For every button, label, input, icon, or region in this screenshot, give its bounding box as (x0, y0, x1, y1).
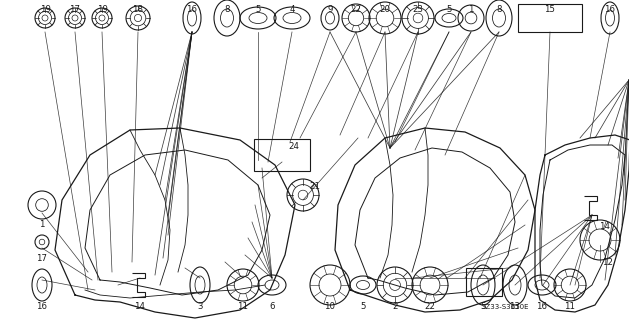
Text: 16: 16 (187, 5, 198, 14)
Text: 5: 5 (360, 302, 365, 311)
Text: 17: 17 (36, 254, 48, 263)
Text: 8: 8 (496, 5, 502, 14)
Text: 5: 5 (481, 302, 486, 311)
Text: 13: 13 (509, 302, 521, 311)
Text: 5: 5 (446, 5, 452, 14)
Bar (518, 4, 582, 32)
Text: 22: 22 (425, 302, 435, 311)
Text: SZ33-S3610E: SZ33-S3610E (482, 304, 530, 310)
Text: 8: 8 (225, 5, 230, 14)
Text: 6: 6 (269, 302, 275, 311)
Text: 24: 24 (289, 142, 299, 151)
Text: 14: 14 (135, 302, 145, 311)
Bar (254, 139, 310, 171)
Text: 17: 17 (69, 5, 81, 14)
Text: 14: 14 (599, 222, 611, 231)
Text: 1: 1 (39, 220, 45, 229)
Text: 3: 3 (198, 302, 203, 311)
Text: 23: 23 (413, 5, 423, 14)
Text: 19: 19 (40, 5, 50, 14)
Text: 20: 20 (379, 5, 391, 14)
Text: 16: 16 (537, 302, 547, 311)
Text: 2: 2 (392, 302, 398, 311)
Bar (466, 268, 502, 296)
Text: 11: 11 (564, 302, 576, 311)
Text: 4: 4 (289, 5, 295, 14)
Text: 15: 15 (545, 5, 555, 14)
Text: 1: 1 (468, 5, 474, 14)
Text: 16: 16 (36, 302, 48, 311)
Text: 10: 10 (325, 302, 335, 311)
Text: 5: 5 (255, 5, 261, 14)
Text: 21: 21 (309, 182, 321, 191)
Text: 11: 11 (238, 302, 248, 311)
Text: 22: 22 (350, 5, 362, 14)
Text: 18: 18 (133, 5, 143, 14)
Text: 9: 9 (327, 5, 333, 14)
Text: 12: 12 (603, 258, 613, 267)
Text: 19: 19 (97, 5, 108, 14)
Text: 16: 16 (604, 5, 616, 14)
